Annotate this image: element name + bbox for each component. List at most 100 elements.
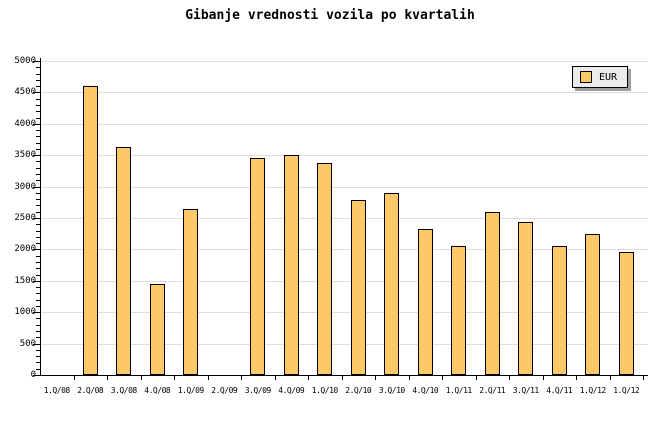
y-tick [33, 218, 40, 219]
y-minor-tick [36, 337, 40, 338]
x-tick [375, 376, 376, 380]
gridline [40, 281, 648, 282]
y-minor-tick [36, 306, 40, 307]
y-minor-tick [36, 80, 40, 81]
bar [317, 163, 333, 375]
bar [116, 147, 132, 375]
y-minor-tick [36, 369, 40, 370]
x-axis-label: 1.Q/08 [43, 386, 70, 395]
x-axis-label: 4.Q/08 [144, 386, 171, 395]
bar [585, 234, 601, 375]
y-minor-tick [36, 318, 40, 319]
y-minor-tick [36, 180, 40, 181]
chart-title: Gibanje vrednosti vozila po kvartalih [185, 8, 475, 23]
x-axis-label: 4.Q/09 [278, 386, 305, 395]
x-tick [208, 376, 209, 380]
y-minor-tick [36, 143, 40, 144]
y-axis-line [40, 58, 41, 376]
y-tick [33, 281, 40, 282]
y-minor-tick [36, 268, 40, 269]
y-minor-tick [36, 256, 40, 257]
y-tick-label: 2500 [14, 213, 36, 223]
x-axis-line [40, 375, 648, 376]
y-minor-tick [36, 111, 40, 112]
y-minor-tick [36, 275, 40, 276]
y-tick-label: 5000 [14, 56, 36, 66]
y-tick [33, 187, 40, 188]
x-axis-label: 4.Q/10 [412, 386, 439, 395]
x-tick [241, 376, 242, 380]
y-tick-label: 0 [30, 370, 36, 380]
y-minor-tick [36, 356, 40, 357]
y-tick-label: 2000 [14, 244, 36, 254]
bar [149, 284, 165, 375]
gridline [40, 344, 648, 345]
x-tick [509, 376, 510, 380]
bar [551, 246, 567, 375]
x-axis-label: 3.Q/09 [244, 386, 271, 395]
gridline [40, 155, 648, 156]
y-minor-tick [36, 149, 40, 150]
y-tick [33, 124, 40, 125]
x-axis-label: 1.Q/11 [445, 386, 472, 395]
y-minor-tick [36, 118, 40, 119]
y-tick-label: 4500 [14, 87, 36, 97]
gridline [40, 92, 648, 93]
y-tick-label: 3500 [14, 150, 36, 160]
x-tick [409, 376, 410, 380]
y-minor-tick [36, 199, 40, 200]
x-tick [342, 376, 343, 380]
y-minor-tick [36, 325, 40, 326]
y-minor-tick [36, 224, 40, 225]
x-tick [174, 376, 175, 380]
legend: EUR [572, 66, 628, 88]
x-axis-label: 2.Q/11 [479, 386, 506, 395]
y-minor-tick [36, 205, 40, 206]
bar [250, 158, 266, 375]
y-tick-label: 1500 [14, 276, 36, 286]
y-minor-tick [36, 212, 40, 213]
y-minor-tick [36, 174, 40, 175]
y-minor-tick [36, 350, 40, 351]
y-minor-tick [36, 243, 40, 244]
y-minor-tick [36, 262, 40, 263]
bar [350, 200, 366, 375]
y-minor-tick [36, 300, 40, 301]
bar [283, 155, 299, 375]
y-minor-tick [36, 105, 40, 106]
x-tick [275, 376, 276, 380]
y-minor-tick [36, 86, 40, 87]
x-axis-label: 1.Q/10 [311, 386, 338, 395]
gridline [40, 218, 648, 219]
x-axis-label: 2.Q/09 [211, 386, 238, 395]
gridline [40, 312, 648, 313]
bar [518, 222, 534, 375]
y-tick [33, 375, 40, 376]
y-minor-tick [36, 67, 40, 68]
y-minor-tick [36, 293, 40, 294]
x-tick [141, 376, 142, 380]
bar [384, 193, 400, 375]
x-axis-label: 2.Q/10 [345, 386, 372, 395]
y-minor-tick [36, 287, 40, 288]
y-tick-label: 3000 [14, 182, 36, 192]
x-axis-label: 3.Q/10 [378, 386, 405, 395]
x-tick [610, 376, 611, 380]
gridline [40, 187, 648, 188]
y-minor-tick [36, 331, 40, 332]
x-axis-label: 4.Q/11 [546, 386, 573, 395]
y-tick-label: 500 [19, 339, 36, 349]
x-axis-label: 1.Q/12 [579, 386, 606, 395]
bar [183, 209, 199, 375]
x-tick [476, 376, 477, 380]
bar [417, 229, 433, 375]
gridline [40, 124, 648, 125]
y-tick [33, 312, 40, 313]
y-tick [33, 249, 40, 250]
legend-label: EUR [599, 72, 618, 83]
x-axis-label: 3.Q/11 [512, 386, 539, 395]
x-tick [643, 376, 644, 380]
y-minor-tick [36, 161, 40, 162]
legend-swatch [580, 71, 592, 83]
x-tick [543, 376, 544, 380]
